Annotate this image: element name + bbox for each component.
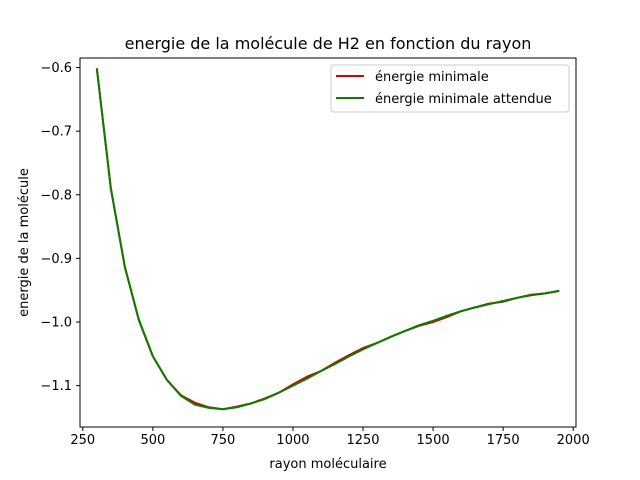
- y-tick-label: −1.1: [40, 379, 72, 394]
- y-tick-label: −0.6: [40, 61, 72, 76]
- x-tick-label: 2000: [557, 433, 590, 448]
- legend-box: [330, 64, 570, 113]
- series-line-energie-minimale: [95, 68, 560, 411]
- plot-area: [79, 57, 577, 428]
- x-tick-label: 250: [70, 433, 95, 448]
- y-tick-label: −1.0: [40, 316, 72, 331]
- series-line-energie-minimale-attendue: [95, 68, 560, 411]
- axes-frame: [79, 57, 577, 428]
- x-axis-ticks: 250 500 750 1000 1250 1500 1750 2000: [70, 427, 590, 448]
- x-tick-label: 750: [211, 433, 236, 448]
- chart-title: energie de la molécule de H2 en fonction…: [125, 34, 532, 53]
- x-tick-label: 500: [140, 433, 165, 448]
- y-axis-label: energie de la molécule: [17, 168, 32, 317]
- x-axis-label: rayon moléculaire: [269, 457, 386, 472]
- legend: énergie minimale énergie minimale attend…: [330, 64, 570, 113]
- legend-label-energie-minimale-attendue: énergie minimale attendue: [375, 92, 552, 107]
- series-layer: [95, 68, 560, 411]
- x-tick-label: 1250: [346, 433, 379, 448]
- x-tick-label: 1500: [417, 433, 450, 448]
- y-tick-label: −0.8: [40, 188, 72, 203]
- y-axis-ticks: −1.1 −1.0 −0.9 −0.8 −0.7 −0.6: [40, 61, 80, 394]
- legend-label-energie-minimale: énergie minimale: [375, 70, 489, 85]
- x-tick-label: 1750: [487, 433, 520, 448]
- y-tick-label: −0.7: [40, 125, 72, 140]
- y-tick-label: −0.9: [40, 252, 72, 267]
- x-tick-label: 1000: [276, 433, 309, 448]
